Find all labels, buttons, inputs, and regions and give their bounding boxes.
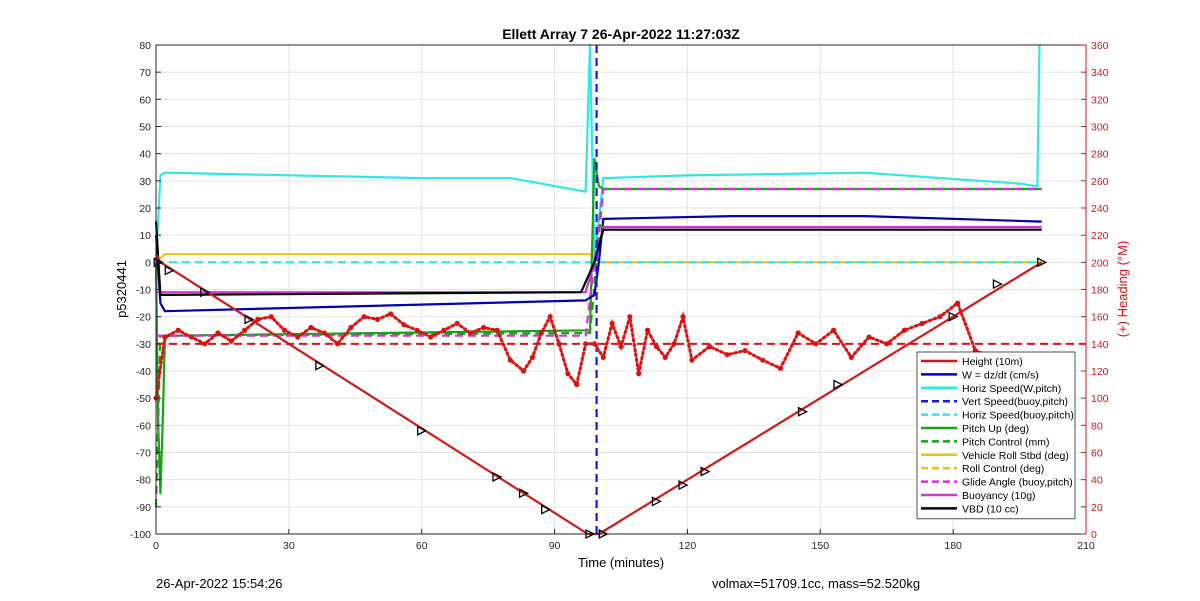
y-tick-label: 10 <box>139 230 151 242</box>
y-axis: 80 70 60 50 40 30 20 10 0 -10 -20 -30 -40 -50 -60 -70 -8… <box>130 40 161 541</box>
x-tick-label: 120 <box>679 540 697 552</box>
series-line-buoyancy <box>156 225 1042 294</box>
series-line-vbd <box>154 221 1042 296</box>
y-tick-label: 70 <box>139 67 151 79</box>
height-marker <box>651 496 662 507</box>
y2-axis-label: (+) Heading (°M) <box>1115 241 1130 338</box>
y-tick-label: 30 <box>139 176 151 188</box>
height-marker <box>948 311 959 322</box>
x-tick-label: 210 <box>1077 540 1095 552</box>
y-axis-label: p5320441 <box>114 260 129 318</box>
x-tick-label: 60 <box>416 540 428 552</box>
x-tick-label: 150 <box>812 540 830 552</box>
y2-tick-label: 300 <box>1091 122 1109 134</box>
x-tick-label: 180 <box>944 540 962 552</box>
footer-timestamp: 26-Apr-2022 15:54:26 <box>156 576 283 591</box>
y2-tick-label: 120 <box>1091 366 1109 378</box>
y2-tick-label: 200 <box>1091 257 1109 269</box>
y2-tick-label: 80 <box>1091 420 1103 432</box>
footer-volmax-mass: volmax=51709.1cc, mass=52.520kg <box>712 576 921 591</box>
legend-label: Pitch Control (mm) <box>962 436 1050 448</box>
height-marker <box>797 406 809 417</box>
y-tick-label: -40 <box>136 366 151 378</box>
height-marker <box>518 488 530 499</box>
y2-tick-label: 140 <box>1091 339 1109 351</box>
x-tick-label: 90 <box>549 540 561 552</box>
height-marker <box>244 314 255 325</box>
y2-tick-label: 240 <box>1091 203 1109 215</box>
y2-tick-label: 20 <box>1091 502 1103 514</box>
height-marker <box>678 480 689 491</box>
series-layer <box>153 43 1086 540</box>
y-tick-label: 0 <box>145 257 151 269</box>
legend-label: Buoyancy (10g) <box>962 490 1036 502</box>
y-tick-label: -80 <box>136 475 151 487</box>
legend-label: Horiz Speed(W,pitch) <box>962 383 1061 395</box>
x-tick-label: 0 <box>153 540 159 552</box>
x-axis: 0 30 60 90 120 150 180 210 <box>153 529 1095 552</box>
chart-title: Ellett Array 7 26-Apr-2022 11:27:03Z <box>502 26 740 42</box>
y-tick-label: 80 <box>139 40 151 52</box>
y2-tick-label: 260 <box>1091 176 1109 188</box>
y-tick-label: 40 <box>139 149 151 161</box>
height-marker <box>417 425 428 436</box>
height-marker <box>1037 257 1048 268</box>
series-line-pitch-up <box>154 158 1042 495</box>
y2-tick-label: 160 <box>1091 312 1109 324</box>
legend-label: Pitch Up (deg) <box>962 423 1029 435</box>
heading-dotted-line <box>154 300 1026 400</box>
y2-tick-label: 180 <box>1091 285 1109 297</box>
height-marker <box>700 466 711 477</box>
legend-label: Vert Speed(buoy,pitch) <box>962 396 1068 408</box>
y-tick-label: -70 <box>136 448 151 460</box>
legend-label: W = dz/dt (cm/s) <box>962 369 1039 381</box>
height-marker <box>492 471 503 483</box>
legend: Height (10m)W = dz/dt (cm/s) Horiz Speed(… <box>916 351 1076 520</box>
x-tick-label: 30 <box>283 540 295 552</box>
y-tick-label: 20 <box>139 203 151 215</box>
legend-label: Glide Angle (buoy,pitch) <box>962 477 1073 489</box>
y-tick-label: -30 <box>136 339 151 351</box>
y-tick-label: -60 <box>136 420 151 432</box>
y-tick-label: -90 <box>136 502 151 514</box>
y2-tick-label: 360 <box>1091 40 1109 52</box>
series-line-w <box>154 215 1042 313</box>
height-marker <box>153 257 164 268</box>
y2-tick-label: 220 <box>1091 230 1109 242</box>
x-axis-label: Time (minutes) <box>578 555 664 570</box>
legend-label: VBD (10 cc) <box>962 503 1019 515</box>
height-marker <box>541 504 552 515</box>
y-tick-label: -10 <box>136 285 151 297</box>
y-tick-label: -20 <box>136 312 151 324</box>
y2-tick-label: 0 <box>1091 529 1097 541</box>
height-marker <box>164 265 175 276</box>
legend-label: Horiz Speed(buoy,pitch) <box>962 410 1074 422</box>
legend-label: Vehicle Roll Stbd (deg) <box>962 450 1069 462</box>
y2-tick-label: 40 <box>1091 475 1103 487</box>
y-tick-label: -50 <box>136 393 151 405</box>
height-marker <box>315 360 326 371</box>
y2-tick-label: 60 <box>1091 448 1103 460</box>
y2-tick-label: 100 <box>1091 393 1109 405</box>
height-marker <box>992 279 1003 290</box>
height-marker <box>200 287 211 298</box>
y-tick-label: 50 <box>139 122 151 134</box>
y2-tick-label: 340 <box>1091 67 1109 79</box>
legend-label: Height (10m) <box>962 356 1023 368</box>
legend-label: Roll Control (deg) <box>962 463 1044 475</box>
y-tick-label: 60 <box>139 94 151 106</box>
y2-axis: 3603403203002802602402202001801601401201… <box>1081 40 1109 541</box>
y2-tick-label: 320 <box>1091 94 1109 106</box>
height-marker <box>833 379 844 390</box>
y2-tick-label: 280 <box>1091 149 1109 161</box>
series-line-horiz-speed <box>154 43 1041 264</box>
y-tick-label: -100 <box>130 529 151 541</box>
legend-box <box>916 351 1076 520</box>
